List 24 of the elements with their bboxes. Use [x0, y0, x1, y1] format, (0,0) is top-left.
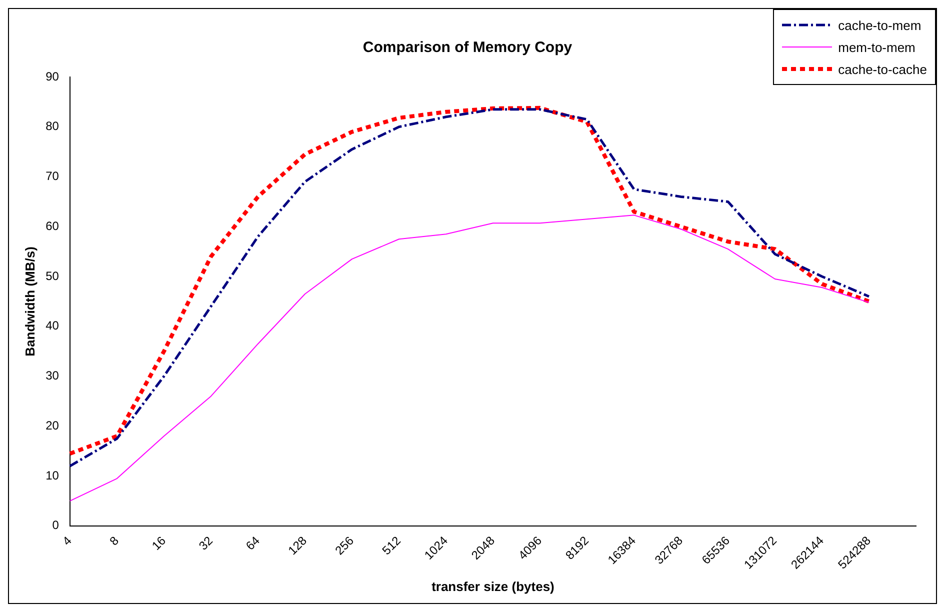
y-axis-title: Bandwidth (MB/s) [22, 246, 38, 356]
x-tick-label: 32 [196, 533, 216, 553]
x-tick-label: 16 [149, 533, 169, 553]
legend-label: mem-to-mem [838, 40, 916, 54]
y-tick-label: 50 [46, 268, 60, 283]
legend-label: cache-to-mem [838, 18, 922, 32]
x-tick-label: 64 [243, 533, 263, 553]
y-tick-label: 0 [52, 518, 60, 532]
x-tick-label: 8 [106, 533, 122, 548]
y-tick-label: 90 [46, 69, 60, 84]
x-axis-title: transfer size (bytes) [432, 578, 554, 594]
chart-title: Comparison of Memory Copy [362, 39, 573, 56]
x-tick-label: 512 [379, 533, 404, 558]
legend-label: cache-to-cache [838, 62, 927, 76]
x-tick-label: 4 [60, 533, 75, 548]
y-tick-label: 60 [46, 218, 60, 233]
y-tick-label: 70 [46, 169, 60, 184]
y-tick-label: 30 [46, 368, 60, 383]
x-tick-label: 128 [285, 533, 310, 558]
x-tick-label: 256 [332, 533, 357, 558]
y-tick-label: 20 [46, 418, 60, 432]
y-tick-label: 40 [46, 318, 60, 333]
y-tick-label: 10 [46, 468, 60, 482]
y-tick-label: 80 [46, 119, 60, 134]
